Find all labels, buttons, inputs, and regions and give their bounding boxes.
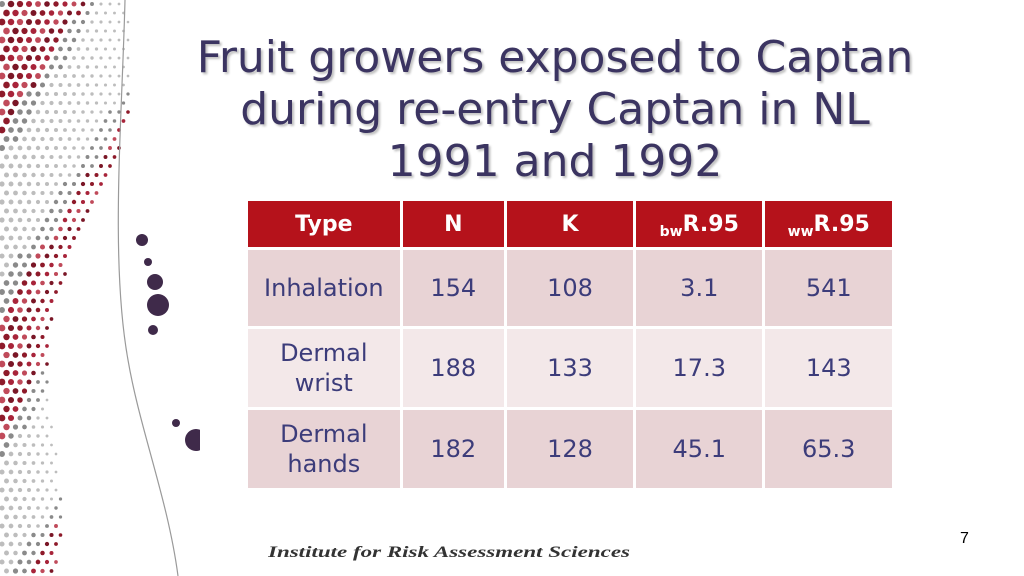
cell-ww-r95: 65.3 <box>762 407 895 491</box>
cell-n: 182 <box>399 407 507 491</box>
exposure-table: Type N K bwR.95 wwR.95 Inhalation 154 10… <box>245 198 895 491</box>
header-n: N <box>399 198 507 250</box>
cell-type: Dermal hands <box>245 407 403 491</box>
cell-bw-r95: 45.1 <box>633 407 766 491</box>
page-number: 7 <box>960 530 969 547</box>
decorative-dot-pattern <box>0 0 200 576</box>
cell-k: 108 <box>503 247 637 329</box>
cell-ww-r95: 541 <box>762 247 895 329</box>
cell-type: Inhalation <box>245 247 403 329</box>
cell-bw-r95: 17.3 <box>633 326 766 410</box>
header-type: Type <box>245 198 403 250</box>
cell-n: 188 <box>399 326 507 410</box>
table-row: Dermal wrist 188 133 17.3 143 <box>245 326 895 410</box>
footer-text: Institute for Risk Assessment Sciences <box>268 544 630 561</box>
table-row: Dermal hands 182 128 45.1 65.3 <box>245 407 895 491</box>
table-row: Inhalation 154 108 3.1 541 <box>245 247 895 329</box>
header-bw-r95: bwR.95 <box>633 198 766 250</box>
slide-title: Fruit growers exposed to Captan during r… <box>170 32 940 188</box>
cell-k: 133 <box>503 326 637 410</box>
title-line-1: Fruit growers exposed to Captan <box>196 32 914 83</box>
cell-n: 154 <box>399 247 507 329</box>
title-line-2: during re-entry Captan in NL <box>240 84 870 135</box>
cell-bw-r95: 3.1 <box>633 247 766 329</box>
title-line-3: 1991 and 1992 <box>387 136 723 187</box>
institute-footer-logo: Institute for Risk Assessment Sciences <box>268 544 630 561</box>
cell-type: Dermal wrist <box>245 326 403 410</box>
cell-type-text: Dermal hands <box>280 420 368 478</box>
cell-ww-r95: 143 <box>762 326 895 410</box>
cell-k: 128 <box>503 407 637 491</box>
cell-type-text: Dermal wrist <box>280 339 368 397</box>
table-header-row: Type N K bwR.95 wwR.95 <box>245 198 895 250</box>
header-k: K <box>503 198 637 250</box>
header-ww-r95: wwR.95 <box>762 198 895 250</box>
